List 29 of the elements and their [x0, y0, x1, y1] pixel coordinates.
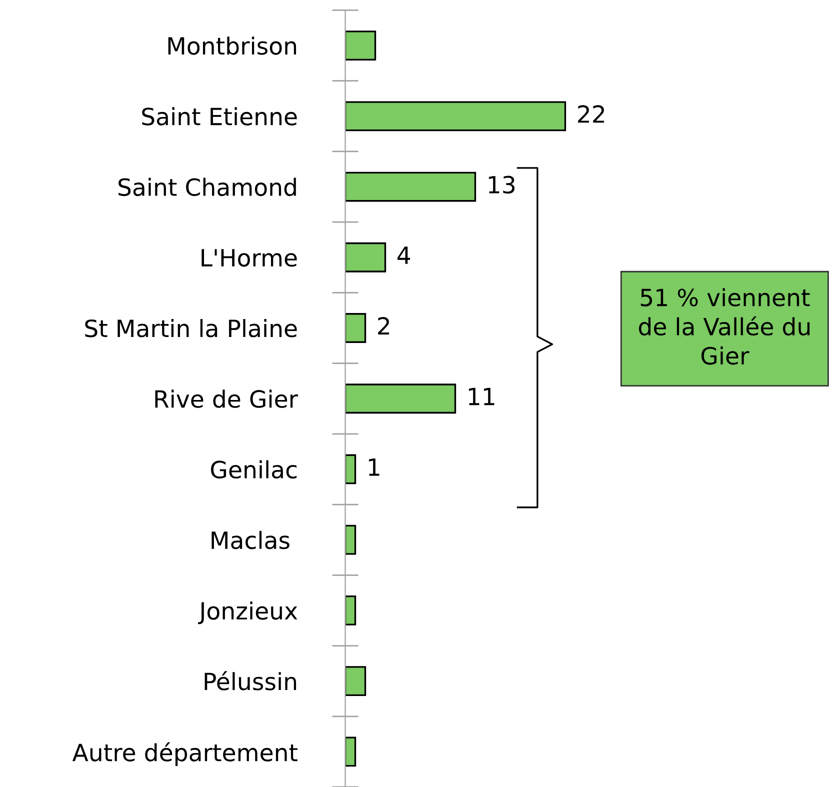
bar: [345, 172, 476, 202]
y-tick-label: Saint Chamond: [118, 178, 296, 196]
data-label: 2: [378, 316, 390, 335]
bar: [345, 736, 356, 767]
text: 51 % viennent de la Vallée du Gier: [638, 288, 810, 365]
y-tick-label: Autre département: [72, 742, 298, 766]
bar: [345, 101, 566, 132]
data-label: 4: [398, 246, 410, 264]
y-tick-label: Pélussin: [204, 671, 296, 690]
bar: [345, 384, 456, 414]
bar: [345, 313, 366, 343]
y-tick-label: L'Horme: [202, 249, 297, 267]
y-tick-label: St Martin la Plaine: [85, 319, 297, 338]
bar: [345, 596, 356, 626]
y-tick-label: Jonzieux: [198, 601, 298, 624]
bar: [345, 666, 366, 696]
y-tick-label: Saint Etienne: [142, 107, 297, 126]
bar: [345, 30, 376, 60]
y-tick-label: Montbrison: [168, 36, 296, 55]
data-label: 13: [488, 176, 515, 194]
bar: [345, 524, 356, 555]
y-tick-label: Rive de Gier: [155, 390, 298, 408]
data-label: 11: [468, 388, 494, 406]
bar: [345, 454, 356, 484]
data-label: 1: [368, 458, 380, 476]
y-tick-label: Genilac: [211, 460, 297, 479]
bar: [345, 242, 386, 272]
y-tick-label: Maclas: [212, 530, 290, 550]
data-label: 22: [578, 105, 604, 123]
